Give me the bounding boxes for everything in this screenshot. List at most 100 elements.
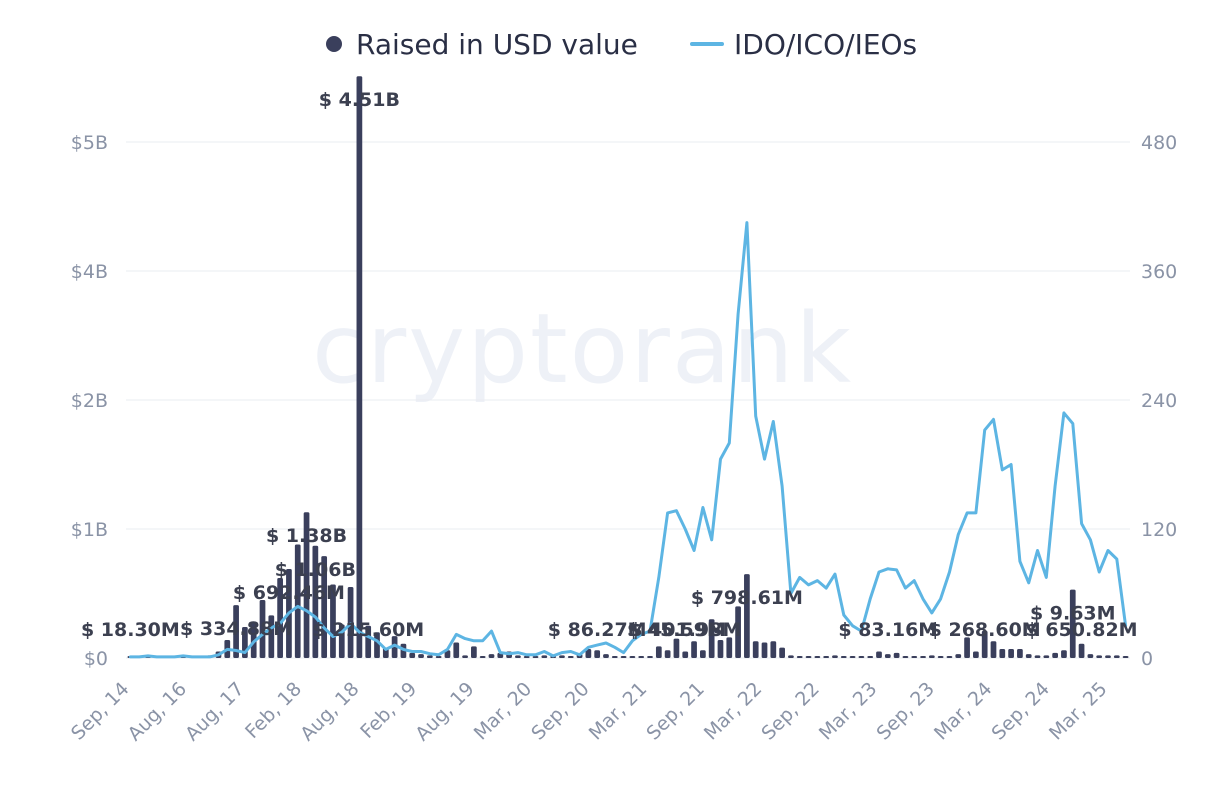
y-right-tick-label: 0 <box>1141 648 1153 670</box>
bar <box>303 512 310 658</box>
bar <box>453 642 460 658</box>
y-left-tick-label: $1B <box>71 519 108 541</box>
bar <box>999 648 1006 658</box>
bar <box>356 76 363 658</box>
bar <box>884 654 891 658</box>
data-label: $ 1.38B <box>266 525 347 547</box>
bar <box>911 656 918 658</box>
x-tick-label: Aug, 17 <box>181 678 248 745</box>
bar <box>726 637 733 658</box>
bar <box>330 584 336 658</box>
bar <box>294 544 301 658</box>
bar <box>981 630 988 658</box>
x-tick-label: Mar, 20 <box>470 678 537 745</box>
bar <box>840 656 847 658</box>
data-label: $ 401.98M <box>629 619 741 641</box>
bar <box>876 651 882 658</box>
bar <box>435 656 442 658</box>
line-series <box>128 221 1128 659</box>
bar <box>691 641 697 658</box>
legend-line-label: IDO/ICO/IEOs <box>734 28 917 61</box>
bar <box>708 619 715 658</box>
bar <box>585 648 592 658</box>
bar <box>479 656 486 658</box>
bar <box>735 606 741 658</box>
bar <box>1061 650 1067 658</box>
data-label: $ 18.30M <box>81 619 180 641</box>
bar <box>699 650 706 658</box>
bar <box>990 641 997 658</box>
bar <box>823 656 830 658</box>
line-path <box>128 221 1128 659</box>
y-left-tick-label: $2B <box>71 390 108 412</box>
bar <box>444 650 451 658</box>
watermark: cryptorank <box>312 293 853 405</box>
bar <box>761 642 768 658</box>
bar <box>796 656 803 658</box>
bar <box>532 656 539 658</box>
x-tick-label: Sep, 21 <box>642 678 709 745</box>
bar <box>770 641 777 658</box>
bar <box>321 556 328 658</box>
data-label: $ 334.88M <box>180 618 292 640</box>
bar <box>849 656 856 658</box>
bar <box>682 651 689 658</box>
y-right-tick-label: 480 <box>1141 132 1177 154</box>
x-tick-label: Feb, 19 <box>356 678 421 743</box>
bar <box>567 656 574 658</box>
grid <box>126 141 1130 659</box>
bar <box>391 636 398 658</box>
bar <box>893 652 900 658</box>
bar <box>928 655 935 658</box>
bar <box>409 652 416 658</box>
data-label: $ 650.82M <box>1026 619 1138 641</box>
bar <box>1034 655 1041 658</box>
bar <box>717 639 724 658</box>
y-left-tick-label: $4B <box>71 261 108 283</box>
bar <box>426 655 433 658</box>
x-tick-label: Mar, 25 <box>1045 678 1112 745</box>
bar <box>233 605 239 658</box>
x-tick-label: Sep, 22 <box>757 678 824 745</box>
bar <box>664 650 671 658</box>
bar <box>462 655 468 658</box>
bar <box>902 656 909 658</box>
data-label: $ 268.60M <box>929 619 1041 641</box>
bar <box>946 656 953 658</box>
bar <box>1017 648 1023 658</box>
x-tick-label: Mar, 22 <box>700 678 767 745</box>
data-label: $ 4.51B <box>319 89 400 111</box>
bar <box>559 655 565 658</box>
bar <box>937 656 944 658</box>
x-tick-label: Aug, 19 <box>411 678 478 745</box>
data-label: $ 215.60M <box>312 619 424 641</box>
bar <box>1113 655 1120 658</box>
bar <box>594 650 601 658</box>
data-label: $ 798.61M <box>691 587 803 609</box>
x-tick-label: Sep, 14 <box>67 678 134 745</box>
data-label: $ 45.59M <box>627 619 726 641</box>
bar <box>629 656 636 658</box>
bar <box>1078 643 1085 658</box>
bar <box>488 654 495 658</box>
bar <box>1096 655 1103 658</box>
bar <box>788 655 794 658</box>
bar <box>277 578 283 658</box>
data-labels: $ 18.30M $ 334.88M $ 692.46M $ 1.38B $ 1.06B… <box>81 89 1138 641</box>
x-tick-label: Mar, 24 <box>930 678 997 745</box>
bar <box>1043 655 1050 658</box>
data-label: $ 692.46M <box>233 582 345 604</box>
bar <box>832 655 838 658</box>
y-right-tick-label: 120 <box>1141 519 1177 541</box>
bar <box>858 656 865 658</box>
bar <box>523 656 530 658</box>
legend[interactable]: Raised in USD value IDO/ICO/IEOs <box>326 28 917 61</box>
bar <box>973 651 979 658</box>
bar <box>611 656 618 658</box>
x-tick-label: Feb, 18 <box>241 678 306 743</box>
bar <box>1087 654 1094 658</box>
y-right-tick-label: 360 <box>1141 261 1177 283</box>
x-tick-label: Mar, 23 <box>815 678 882 745</box>
bar <box>365 625 372 658</box>
y-right-tick-label: 240 <box>1141 390 1177 412</box>
